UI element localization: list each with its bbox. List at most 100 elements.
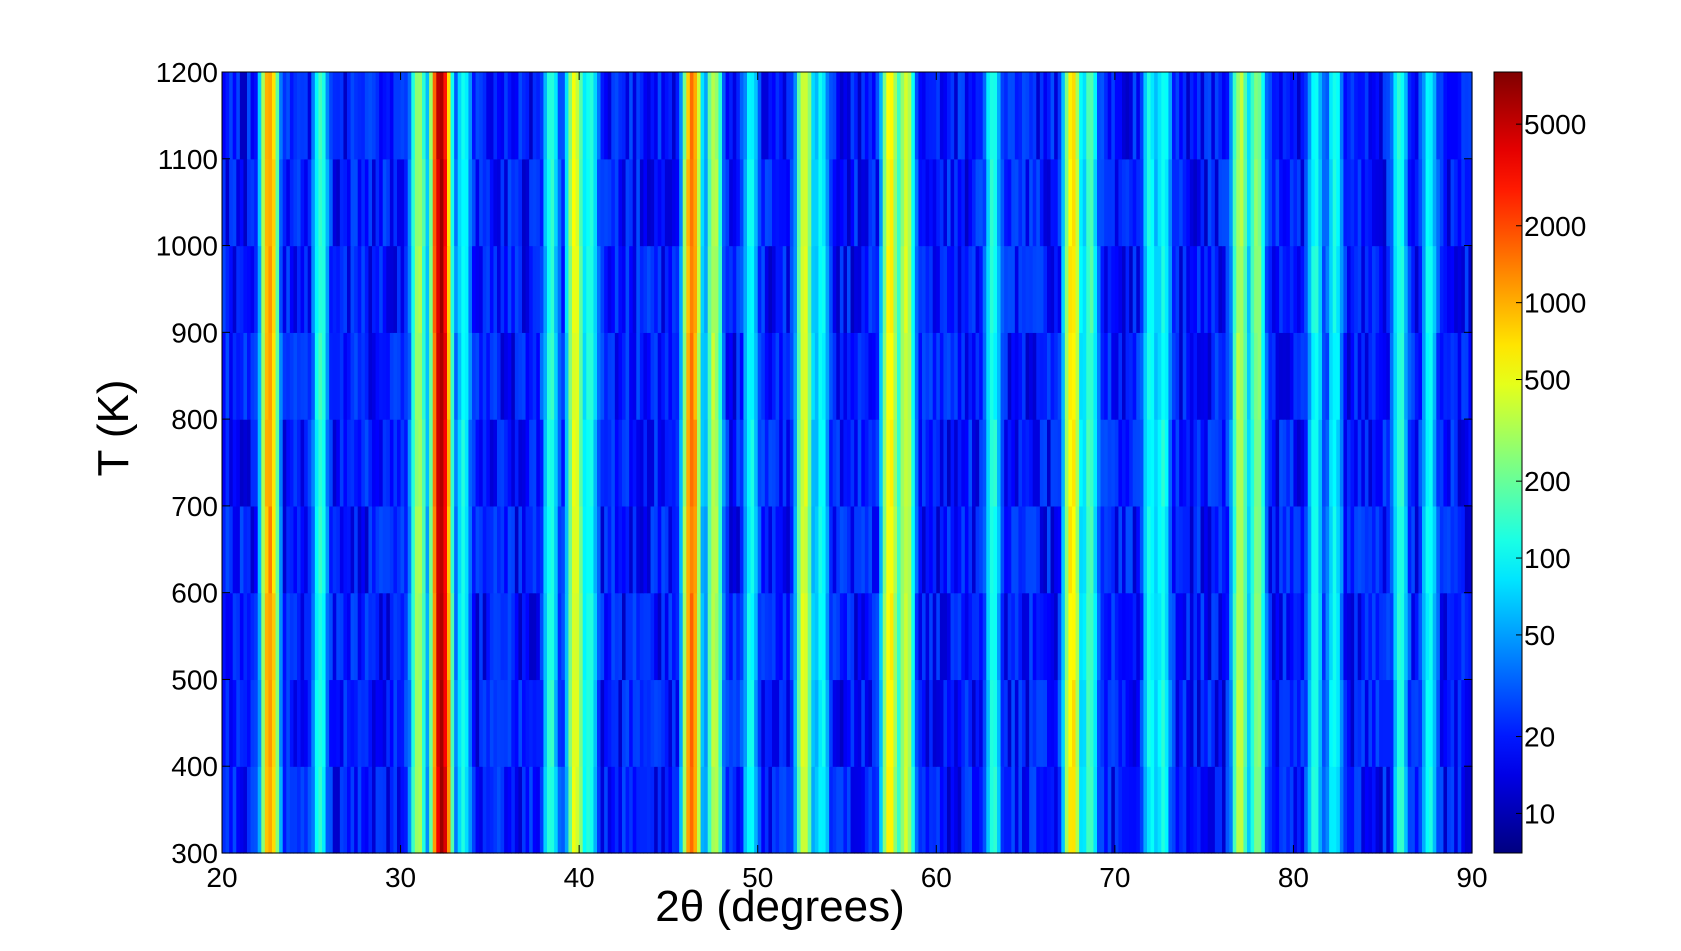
heatmap-cell xyxy=(1247,766,1252,854)
heatmap-cell xyxy=(1125,592,1130,681)
heatmap-cell xyxy=(732,766,737,854)
heatmap-cell xyxy=(486,505,491,594)
heatmap-cell xyxy=(772,766,777,854)
heatmap-cell xyxy=(1289,592,1295,681)
heatmap-cell xyxy=(539,679,545,767)
heatmap-cell xyxy=(911,679,916,767)
heatmap-cell xyxy=(268,766,273,854)
heatmap-cell xyxy=(400,419,405,507)
heatmap-cell xyxy=(904,158,909,247)
heatmap-cell xyxy=(439,419,445,507)
heatmap-cell xyxy=(1236,332,1241,420)
heatmap-cell xyxy=(418,766,423,854)
heatmap-cell xyxy=(1068,505,1073,594)
heatmap-cell xyxy=(257,505,262,594)
heatmap-cell xyxy=(1436,419,1441,507)
heatmap-cell xyxy=(1097,158,1102,247)
heatmap-cell xyxy=(861,505,866,594)
heatmap-cell xyxy=(1289,158,1295,247)
heatmap-cell xyxy=(1189,766,1195,854)
heatmap-cell xyxy=(1322,766,1327,854)
heatmap-cell xyxy=(822,245,827,333)
heatmap-cell xyxy=(986,419,991,507)
heatmap-cell xyxy=(1154,766,1159,854)
heatmap-cell xyxy=(957,332,962,420)
heatmap-cell xyxy=(843,245,848,333)
heatmap-cell xyxy=(797,592,802,681)
heatmap-cell xyxy=(1322,419,1327,507)
heatmap-cell xyxy=(889,419,895,507)
heatmap-cell xyxy=(618,766,623,854)
heatmap-cell xyxy=(1125,332,1130,420)
heatmap-cell xyxy=(1354,158,1359,247)
heatmap-cell xyxy=(229,679,234,767)
heatmap-cell xyxy=(279,158,284,247)
heatmap-cell xyxy=(486,332,491,420)
heatmap-cell xyxy=(261,592,266,681)
heatmap-cell xyxy=(518,332,523,420)
heatmap-cell xyxy=(950,158,955,247)
heatmap-cell xyxy=(225,679,230,767)
heatmap-cell xyxy=(797,72,802,160)
heatmap-cell xyxy=(500,679,505,767)
heatmap-cell xyxy=(904,679,909,767)
heatmap-cell xyxy=(429,766,434,854)
heatmap-cell xyxy=(1150,505,1155,594)
heatmap-cell xyxy=(1200,766,1205,854)
heatmap-cell xyxy=(222,592,227,681)
heatmap-cell xyxy=(1050,158,1055,247)
heatmap-cell xyxy=(347,679,352,767)
heatmap-cell xyxy=(529,158,534,247)
heatmap-cell xyxy=(400,679,405,767)
heatmap-cell xyxy=(1325,679,1330,767)
heatmap-cell xyxy=(1107,766,1112,854)
heatmap-cell xyxy=(1186,419,1191,507)
heatmap-cell xyxy=(850,592,855,681)
heatmap-cell xyxy=(707,245,712,333)
heatmap-cell xyxy=(947,158,952,247)
heatmap-cell xyxy=(364,679,370,767)
heatmap-cell xyxy=(625,72,630,160)
heatmap-cell xyxy=(893,766,898,854)
heatmap-cell xyxy=(800,679,805,767)
heatmap-cell xyxy=(1214,158,1220,247)
heatmap-cell xyxy=(554,766,559,854)
heatmap-cell xyxy=(1018,245,1023,333)
heatmap-cell xyxy=(461,592,466,681)
heatmap-cell xyxy=(868,679,873,767)
heatmap-cell xyxy=(579,766,584,854)
heatmap-cell xyxy=(729,332,734,420)
heatmap-cell xyxy=(1379,505,1384,594)
heatmap-cell xyxy=(875,72,880,160)
heatmap-cell xyxy=(282,592,287,681)
heatmap-cell xyxy=(679,245,684,333)
heatmap-cell xyxy=(1239,505,1245,594)
heatmap-cell xyxy=(1143,592,1148,681)
heatmap-cell xyxy=(257,158,262,247)
heatmap-cell xyxy=(1000,679,1005,767)
heatmap-cell xyxy=(539,332,545,420)
heatmap-cell xyxy=(629,592,634,681)
heatmap-cell xyxy=(1014,332,1020,420)
heatmap-cell xyxy=(472,679,477,767)
heatmap-cell xyxy=(1043,592,1048,681)
heatmap-cell xyxy=(582,158,587,247)
heatmap-cell xyxy=(307,245,312,333)
heatmap-cell xyxy=(882,766,887,854)
heatmap-cell xyxy=(254,592,259,681)
heatmap-cell xyxy=(911,158,916,247)
heatmap-cell xyxy=(1343,679,1348,767)
heatmap-cell xyxy=(422,72,427,160)
heatmap-cell xyxy=(518,766,523,854)
heatmap-cell xyxy=(439,245,445,333)
heatmap-cell xyxy=(1286,592,1291,681)
heatmap-cell xyxy=(539,72,545,160)
heatmap-cell xyxy=(386,505,391,594)
heatmap-cell xyxy=(457,766,462,854)
heatmap-row xyxy=(222,245,1473,333)
heatmap-cell xyxy=(1189,332,1195,420)
heatmap-cell xyxy=(793,245,798,333)
heatmap-cell xyxy=(861,766,866,854)
heatmap-cell xyxy=(1389,332,1395,420)
heatmap-cell xyxy=(818,245,823,333)
